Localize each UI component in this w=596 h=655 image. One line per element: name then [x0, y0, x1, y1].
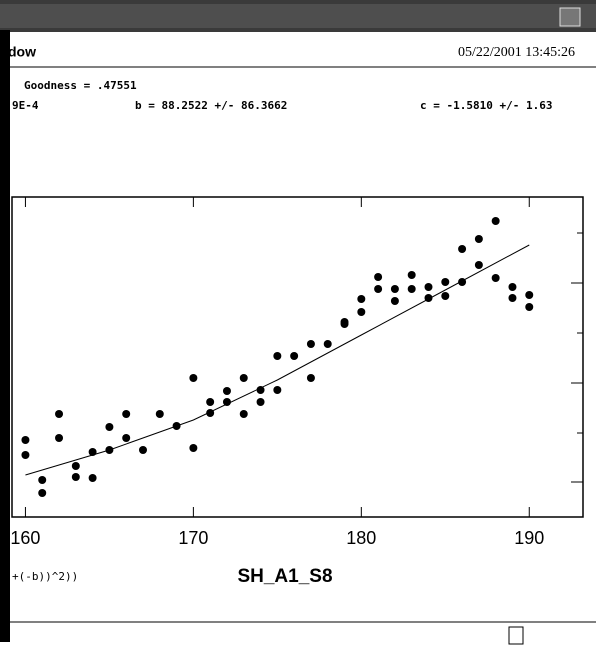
window-button[interactable]	[559, 7, 581, 27]
point	[491, 217, 500, 225]
point	[38, 489, 47, 497]
point	[222, 387, 231, 395]
point	[390, 285, 399, 293]
status-icon[interactable]	[508, 626, 524, 645]
x-tick-label: 170	[178, 528, 208, 548]
point	[441, 278, 450, 286]
point	[189, 444, 198, 452]
plot-frame	[11, 196, 584, 518]
point	[256, 386, 265, 394]
point	[55, 434, 64, 442]
point	[222, 398, 231, 406]
point	[525, 291, 534, 299]
point	[155, 410, 164, 418]
x-tick-label: 160	[10, 528, 40, 548]
x-tick-label: 180	[346, 528, 376, 548]
point	[374, 273, 383, 281]
point	[55, 410, 64, 418]
point	[105, 423, 114, 431]
point	[474, 235, 483, 243]
point	[441, 292, 450, 300]
point	[306, 374, 315, 382]
point	[88, 474, 97, 482]
goodness: Goodness = .47551	[24, 79, 137, 92]
point	[323, 340, 332, 348]
formula: +(-b))^2))	[12, 570, 78, 583]
point	[508, 283, 517, 291]
point	[71, 473, 80, 481]
point	[273, 386, 282, 394]
point	[357, 295, 366, 303]
point	[138, 446, 147, 454]
left-border	[0, 30, 10, 642]
point	[88, 448, 97, 456]
point	[38, 476, 47, 484]
point	[239, 374, 248, 382]
point	[474, 261, 483, 269]
point	[424, 283, 433, 291]
point	[21, 451, 30, 459]
point	[122, 434, 131, 442]
point	[256, 398, 265, 406]
x-tick-label: 190	[514, 528, 544, 548]
point	[71, 462, 80, 470]
point	[105, 446, 114, 454]
point	[407, 271, 416, 279]
point	[206, 398, 215, 406]
point	[189, 374, 198, 382]
window-title: dow	[8, 44, 36, 60]
point	[273, 352, 282, 360]
point	[407, 285, 416, 293]
point	[21, 436, 30, 444]
point	[340, 320, 349, 328]
point	[424, 294, 433, 302]
title-bar-texture	[0, 4, 596, 28]
point	[458, 278, 467, 286]
fit-c: c = -1.5810 +/- 1.63	[420, 99, 552, 112]
point	[491, 274, 500, 282]
point	[122, 410, 131, 418]
point	[172, 422, 181, 430]
point	[458, 245, 467, 253]
point	[508, 294, 517, 302]
fit-a: 9E-4	[12, 99, 39, 112]
point	[206, 409, 215, 417]
point	[290, 352, 299, 360]
point	[239, 410, 248, 418]
point	[357, 308, 366, 316]
right-ticks	[571, 232, 583, 483]
timestamp: 05/22/2001 13:45:26	[458, 45, 575, 60]
x-axis-label: SH_A1_S8	[237, 566, 332, 587]
point	[525, 303, 534, 311]
point	[374, 285, 383, 293]
point	[306, 340, 315, 348]
point	[390, 297, 399, 305]
fit-b: b = 88.2522 +/- 86.3662	[135, 99, 287, 112]
